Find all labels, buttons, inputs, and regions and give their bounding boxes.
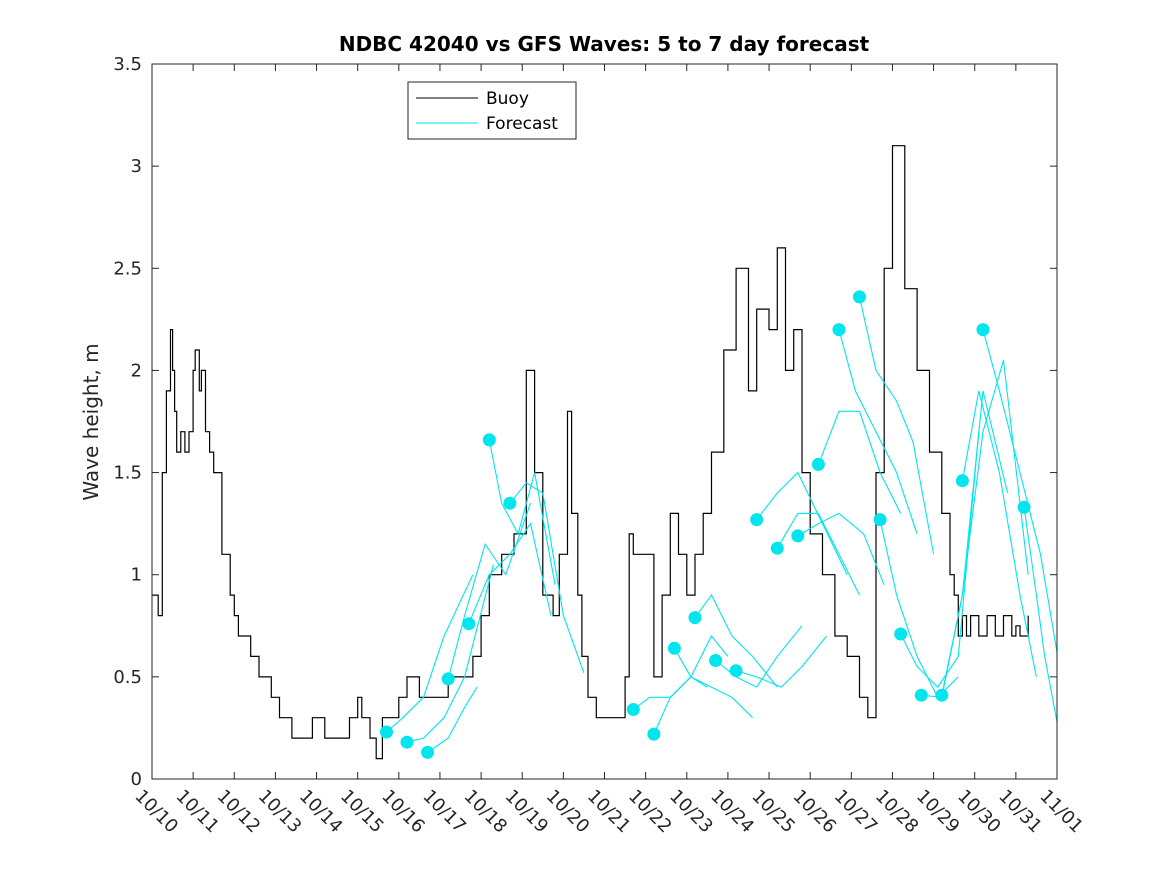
forecast-start-point	[811, 457, 825, 471]
forecast-line	[735, 635, 828, 688]
forecast-start-point	[667, 641, 681, 655]
forecast-start-point	[791, 529, 805, 543]
forecast-start-point	[853, 290, 866, 304]
forecast-start-point	[400, 735, 414, 749]
forecast-line	[406, 564, 494, 743]
y-tick-label: 1	[131, 565, 142, 586]
forecast-start-point	[503, 496, 517, 510]
series-layer	[152, 145, 1058, 760]
forecast-line	[961, 390, 1037, 678]
forecast-start-point	[380, 725, 393, 739]
forecast-start-point	[729, 664, 743, 678]
forecast-line	[941, 360, 1029, 696]
forecast-line	[468, 522, 552, 624]
forecast-line	[488, 439, 556, 585]
forecast-line	[982, 329, 1058, 653]
forecast-start-point	[688, 611, 702, 625]
forecast-start-point	[832, 323, 846, 337]
y-tick-label: 2	[131, 360, 142, 381]
y-tick-label: 3.5	[113, 54, 142, 75]
y-tick-label: 0.5	[113, 667, 142, 688]
forecast-start-point	[421, 745, 435, 759]
forecast-line	[900, 431, 980, 688]
forecast-line	[838, 329, 918, 535]
forecast-line	[447, 503, 532, 680]
forecast-line	[509, 482, 585, 673]
forecast-line	[756, 471, 848, 575]
forecast-line	[817, 410, 902, 514]
forecast-start-point	[482, 433, 496, 447]
y-axis-label: Wave height, m	[79, 343, 103, 500]
forecast-start-point	[770, 541, 784, 555]
forecast-start-point	[914, 688, 928, 702]
forecast-start-point	[976, 323, 990, 337]
forecast-line	[427, 686, 478, 753]
forecast-start-point	[647, 727, 661, 741]
legend-box	[407, 81, 577, 140]
forecast-start-point	[441, 672, 455, 686]
forecast-start-point	[955, 474, 969, 488]
forecast-start-point	[894, 627, 908, 641]
forecast-line	[694, 594, 778, 688]
legend-forecast-label: Forecast	[486, 114, 558, 134]
forecast-start-point	[709, 654, 723, 667]
legend-buoy-label: Buoy	[486, 89, 529, 109]
forecast-line	[1023, 507, 1058, 722]
y-tick-label: 3	[131, 156, 142, 177]
forecast-start-point	[626, 703, 640, 716]
forecast-line	[797, 512, 885, 586]
buoy-line	[152, 145, 1029, 760]
forecast-start-point	[935, 688, 949, 702]
y-tick-label: 0	[131, 769, 142, 790]
forecast-start-point	[873, 513, 887, 527]
forecast-line	[673, 648, 753, 719]
forecast-line	[715, 625, 803, 688]
forecast-line	[776, 512, 860, 596]
legend: Buoy Forecast	[407, 81, 577, 140]
y-tick-label: 1.5	[113, 463, 142, 484]
chart-title: NDBC 42040 vs GFS Waves: 5 to 7 day fore…	[339, 32, 870, 56]
forecast-line	[386, 574, 474, 733]
forecast-start-point	[462, 617, 476, 631]
forecast-start-point	[1017, 500, 1031, 514]
y-tick-label: 2.5	[113, 258, 142, 279]
forecast-line	[858, 296, 935, 555]
forecast-start-point	[750, 513, 764, 527]
